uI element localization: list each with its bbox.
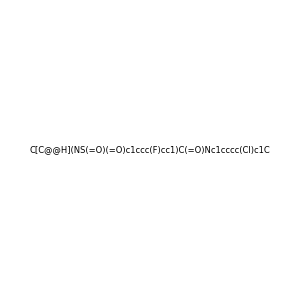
- Text: C[C@@H](NS(=O)(=O)c1ccc(F)cc1)C(=O)Nc1cccc(Cl)c1C: C[C@@H](NS(=O)(=O)c1ccc(F)cc1)C(=O)Nc1cc…: [30, 146, 270, 154]
